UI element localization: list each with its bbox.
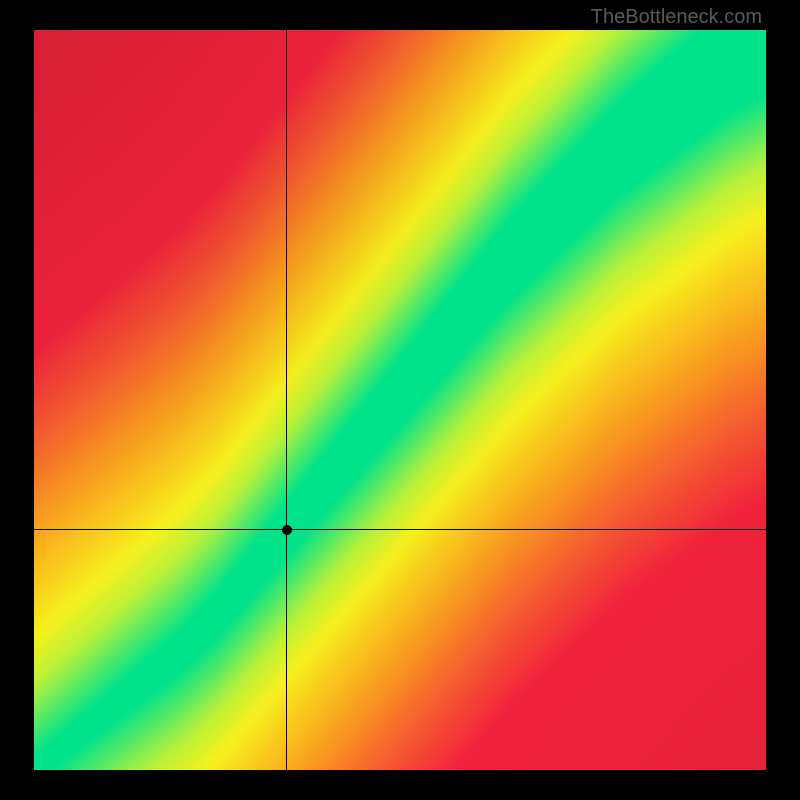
data-point-marker [282, 525, 292, 535]
watermark-text: TheBottleneck.com [591, 6, 762, 29]
plot-area [34, 30, 766, 770]
crosshair-horizontal [34, 529, 766, 530]
heatmap-canvas [34, 30, 766, 770]
crosshair-vertical [286, 30, 287, 770]
